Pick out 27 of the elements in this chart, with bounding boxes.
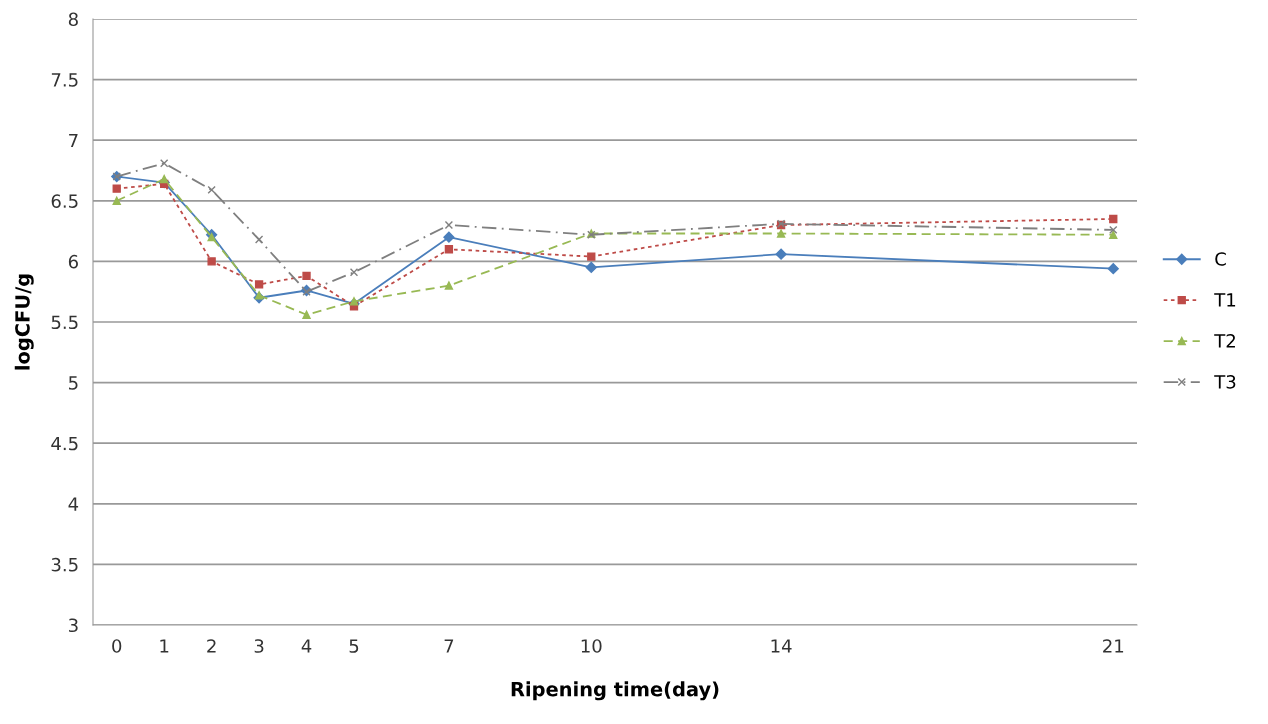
y-axis-title: logCFU/g [14,274,34,370]
y-tick-label: 4 [68,497,79,511]
x-tick-label: 0 [112,639,122,653]
x-tick-label: 10 [581,639,602,653]
x-tick-label: 7 [444,639,454,653]
y-tick-label: 6 [68,254,78,269]
x-tick-label: 1 [160,639,169,653]
y-tick-label: 5.5 [51,315,78,330]
legend-label: T1 [1214,293,1236,307]
y-tick-label: 3.5 [51,557,78,572]
x-tick-label: 2 [207,639,216,653]
y-tick-label: 6.5 [51,194,78,208]
legend-label: T2 [1214,334,1235,348]
y-tick-label: 4.5 [51,436,78,451]
y-tick-label: 7.5 [51,73,78,87]
legend-label: T3 [1214,375,1236,389]
legend-label: C [1215,252,1226,266]
x-tick-label: 5 [349,639,359,653]
x-axis-title: Ripening time(day) [511,681,719,701]
y-tick-label: 5 [69,376,78,390]
x-tick-label: 4 [301,639,312,653]
x-tick-label: 14 [771,639,792,653]
y-tick-label: 3 [69,618,78,633]
y-tick-label: 8 [68,12,78,27]
y-tick-label: 7 [69,133,78,148]
x-tick-label: 21 [1103,639,1124,653]
x-tick-label: 3 [254,639,264,653]
